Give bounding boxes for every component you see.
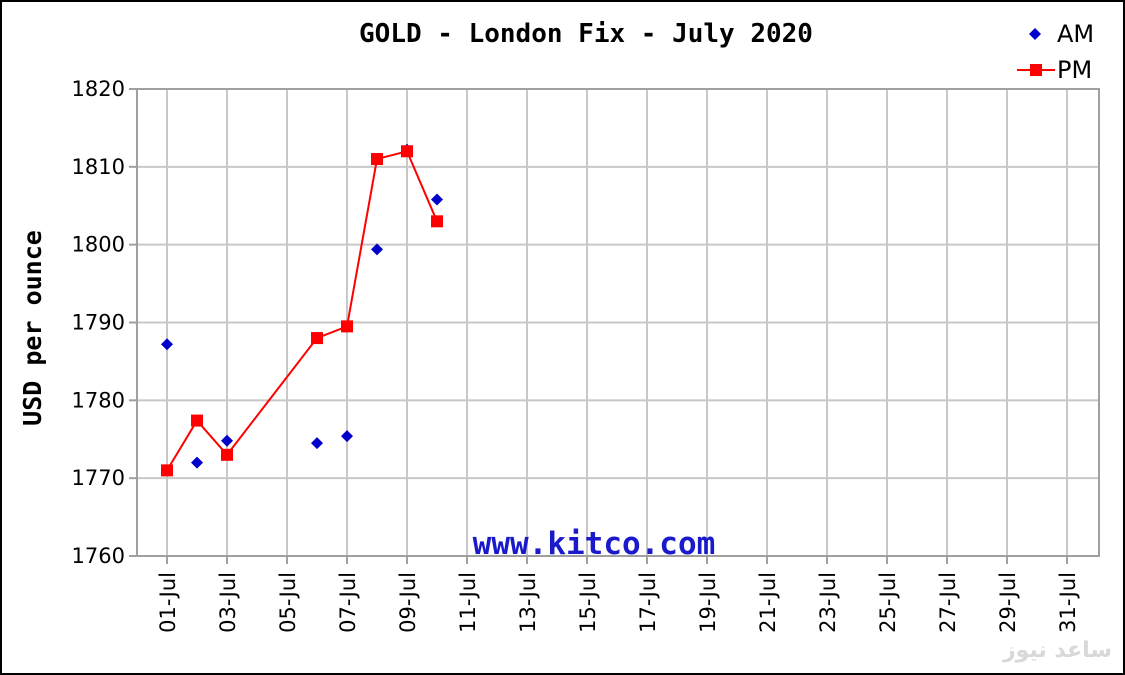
- corner-logo-watermark: ساعد نیوز: [1002, 638, 1112, 663]
- y-tick-label: 1770: [72, 466, 125, 490]
- data-point-pm: [161, 464, 173, 477]
- watermark-text: www.kitco.com: [473, 526, 716, 562]
- legend-entry-am: AM: [1029, 20, 1094, 48]
- x-tick-label: 27-Jul: [936, 572, 960, 633]
- data-point-am: [161, 338, 173, 351]
- y-tick-label: 1810: [72, 155, 125, 179]
- y-axis-ticks: 1760 1770 1780 1790 1800 1810 1820: [72, 77, 137, 568]
- y-tick-label: 1800: [72, 233, 125, 257]
- x-tick-label: 31-Jul: [1056, 572, 1080, 633]
- x-tick-label: 03-Jul: [216, 572, 240, 633]
- x-tick-label: 25-Jul: [876, 572, 900, 633]
- legend-entry-pm: PM: [1017, 56, 1092, 84]
- data-point-am: [371, 243, 383, 256]
- legend-marker-am: [1029, 28, 1041, 40]
- x-tick-label: 17-Jul: [636, 572, 660, 633]
- chart-title: GOLD - London Fix - July 2020: [359, 19, 813, 49]
- legend-marker-pm: [1030, 64, 1042, 76]
- x-tick-label: 07-Jul: [336, 572, 360, 633]
- legend: AM PM: [1017, 20, 1094, 84]
- y-tick-label: 1780: [72, 388, 125, 412]
- data-point-am: [311, 437, 323, 450]
- x-tick-label: 19-Jul: [696, 572, 720, 633]
- series-am: [161, 143, 443, 469]
- x-axis-ticks: 01-Jul 03-Jul 05-Jul 07-Jul 09-Jul 11-Jul 13-J…: [156, 556, 1080, 633]
- data-point-pm: [371, 153, 383, 166]
- legend-label-pm: PM: [1057, 56, 1092, 84]
- data-point-pm: [191, 414, 203, 427]
- legend-label-am: AM: [1057, 20, 1094, 48]
- series-line-pm: [166, 150, 438, 471]
- series-pm: [161, 145, 443, 477]
- x-tick-label: 15-Jul: [576, 572, 600, 633]
- data-point-am: [341, 430, 353, 443]
- data-point-pm: [311, 332, 323, 345]
- series: [161, 143, 443, 477]
- x-tick-label: 29-Jul: [996, 572, 1020, 633]
- y-tick-label: 1820: [72, 77, 125, 101]
- y-tick-label: 1760: [72, 544, 125, 568]
- x-tick-label: 05-Jul: [276, 572, 300, 633]
- y-tick-label: 1790: [72, 311, 125, 335]
- data-point-am: [431, 193, 443, 206]
- data-point-pm: [221, 448, 233, 461]
- data-point-am: [221, 434, 233, 447]
- grid: [137, 88, 1099, 557]
- data-point-pm: [401, 145, 413, 158]
- data-point-pm: [431, 215, 443, 228]
- x-tick-label: 13-Jul: [516, 572, 540, 633]
- x-tick-label: 23-Jul: [816, 572, 840, 633]
- x-tick-label: 01-Jul: [156, 572, 180, 633]
- data-point-pm: [341, 320, 353, 333]
- data-point-am: [191, 456, 203, 469]
- x-tick-label: 21-Jul: [756, 572, 780, 633]
- x-tick-label: 11-Jul: [456, 572, 480, 633]
- y-axis-label: USD per ounce: [18, 230, 47, 426]
- x-tick-label: 09-Jul: [396, 572, 420, 633]
